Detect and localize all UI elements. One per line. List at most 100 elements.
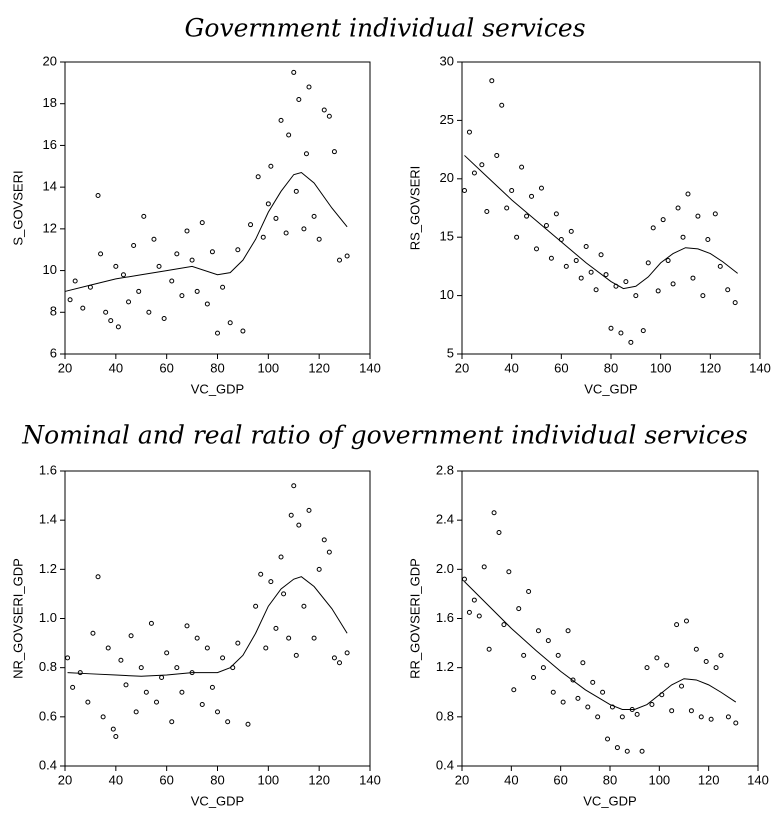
point <box>545 638 551 644</box>
point <box>326 549 332 555</box>
point <box>128 633 134 639</box>
x-tick-label: 120 <box>308 360 330 375</box>
point <box>650 225 656 231</box>
x-tick-label: 100 <box>257 360 279 375</box>
point <box>146 309 152 315</box>
point <box>90 630 96 636</box>
point <box>204 645 210 651</box>
x-axis-label: VC_GDP <box>191 381 244 396</box>
point <box>189 257 195 263</box>
point <box>235 640 241 646</box>
point <box>654 655 660 661</box>
point <box>156 263 162 269</box>
point <box>496 529 502 535</box>
point <box>108 318 114 324</box>
point <box>331 655 337 661</box>
point <box>306 507 312 513</box>
y-tick-label: 2.8 <box>436 462 454 477</box>
point <box>555 652 561 658</box>
y-tick-label: 1.2 <box>39 561 57 576</box>
point <box>664 662 670 668</box>
point <box>174 665 180 671</box>
point <box>573 258 579 264</box>
point <box>136 288 142 294</box>
x-tick-label: 80 <box>603 772 617 787</box>
point <box>286 635 292 641</box>
point <box>563 263 569 269</box>
x-tick-label: 20 <box>58 772 72 787</box>
point <box>105 645 111 651</box>
x-axis-label: VC_GDP <box>191 793 244 808</box>
y-tick-label: 16 <box>43 137 57 152</box>
plot-frame <box>64 470 371 767</box>
point <box>273 215 279 221</box>
point <box>337 660 342 666</box>
y-tick-label: 8 <box>50 304 57 319</box>
point <box>235 247 241 253</box>
point <box>693 646 699 652</box>
point <box>466 609 472 615</box>
x-tick-label: 40 <box>504 360 518 375</box>
point <box>151 236 157 242</box>
point <box>618 330 624 336</box>
y-tick-label: 0.4 <box>436 757 454 772</box>
point <box>605 736 611 742</box>
plot-frame <box>461 470 759 767</box>
point <box>509 187 515 193</box>
y-tick-label: 12 <box>43 220 57 235</box>
x-tick-label: 20 <box>455 360 469 375</box>
x-tick-label: 40 <box>109 360 123 375</box>
point <box>479 162 485 168</box>
point <box>529 193 535 199</box>
point <box>113 734 119 739</box>
x-tick-label: 60 <box>554 360 568 375</box>
x-tick-label: 140 <box>359 772 381 787</box>
point <box>291 483 297 489</box>
point <box>248 222 254 228</box>
point <box>306 84 312 90</box>
point <box>301 603 307 609</box>
point <box>95 192 101 198</box>
point <box>553 211 559 217</box>
point <box>466 129 472 135</box>
y-axis-label: RR_GOVSERI_GDP <box>407 558 422 679</box>
y-tick-label: 20 <box>43 53 57 68</box>
point <box>565 628 571 634</box>
point <box>583 244 589 250</box>
point <box>703 659 709 665</box>
y-tick-label: 10 <box>43 262 57 277</box>
point <box>713 665 719 671</box>
point <box>209 684 215 690</box>
fit-line <box>64 171 348 292</box>
x-tick-label: 140 <box>747 772 769 787</box>
point <box>296 97 302 103</box>
point <box>278 117 284 123</box>
point <box>688 708 694 714</box>
point <box>161 316 167 322</box>
point <box>717 263 723 269</box>
point <box>169 719 175 725</box>
point <box>344 650 350 656</box>
point <box>281 591 287 597</box>
y-axis-label: S_GOVSERI <box>10 170 25 245</box>
point <box>227 320 233 326</box>
point <box>199 220 205 226</box>
point <box>301 226 307 232</box>
point <box>179 293 185 299</box>
point <box>85 699 91 705</box>
point <box>288 512 294 518</box>
point <box>639 748 645 754</box>
x-tick-label: 120 <box>308 772 330 787</box>
point <box>712 211 718 217</box>
y-tick-label: 1.6 <box>436 610 454 625</box>
point <box>514 234 520 240</box>
point <box>67 297 73 303</box>
point <box>204 301 210 307</box>
x-tick-label: 80 <box>210 772 224 787</box>
point <box>263 645 269 651</box>
point <box>316 566 322 572</box>
point <box>268 163 274 169</box>
point <box>268 579 274 585</box>
x-tick-label: 20 <box>58 360 72 375</box>
point <box>585 704 591 710</box>
